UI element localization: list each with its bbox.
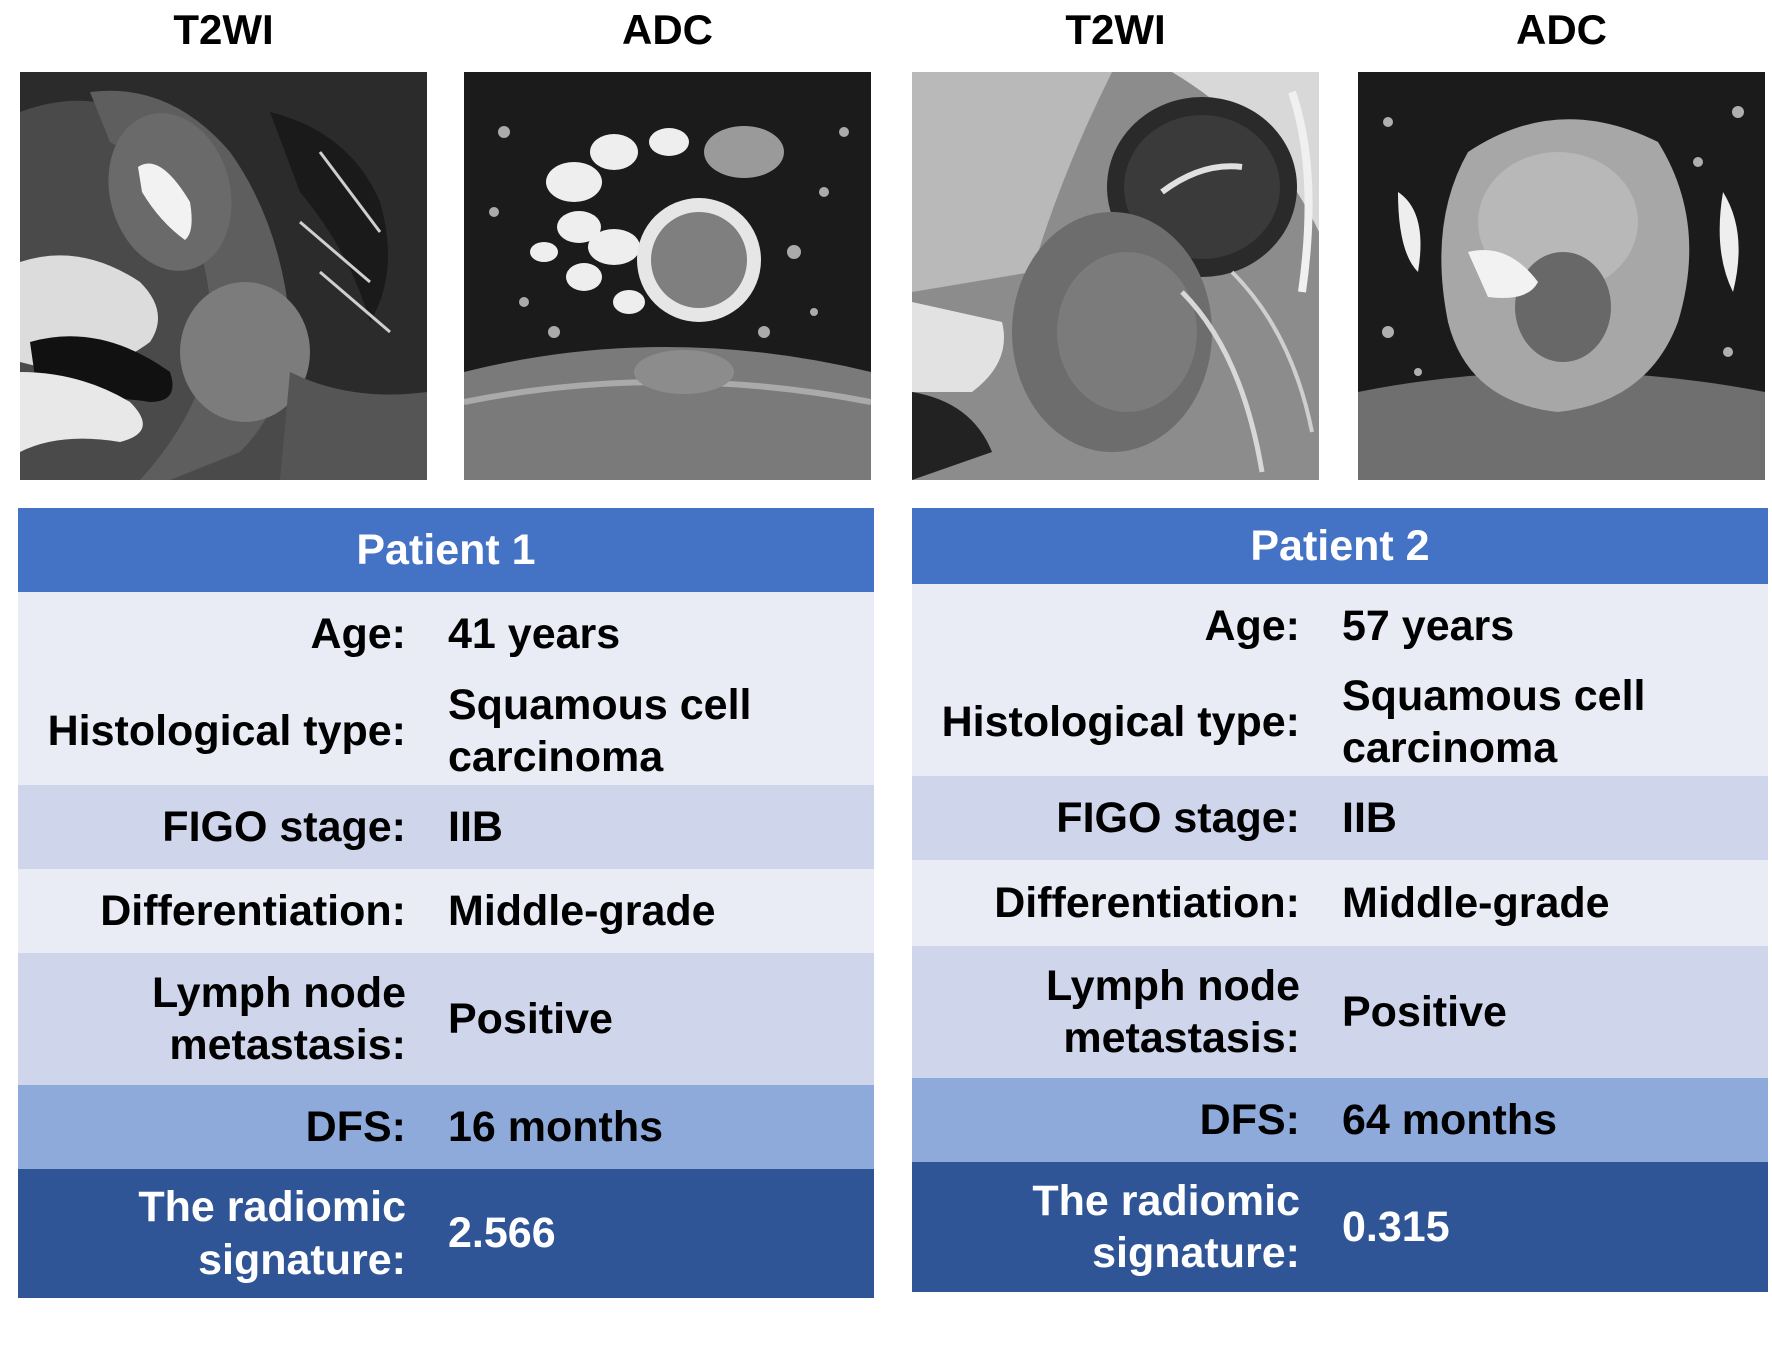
mri-adc-patient-1 [464, 72, 871, 480]
patient-2-row-figo-stage: FIGO stage: IIB [912, 776, 1768, 860]
patient-2-header: Patient 2 [912, 508, 1768, 584]
mri-t2wi-patient-2 [912, 72, 1319, 480]
row-key: Lymph node metastasis: [151, 968, 406, 1069]
row-value: Positive [1342, 987, 1507, 1036]
row-value: Positive [448, 994, 613, 1043]
image-label-adc-1: ADC [622, 6, 713, 53]
patient-2-row-differentiation: Differentiation: Middle-grade [912, 860, 1768, 946]
row-value: 41 years [448, 610, 621, 659]
patient-2-row-radiomic-signature: The radiomic signature: 0.315 [912, 1162, 1768, 1292]
row-key: Age: [310, 610, 406, 659]
mri-t2wi-patient-1 [20, 72, 427, 480]
row-key: FIGO stage: [162, 802, 406, 851]
mri-adc-patient-2 [1358, 72, 1765, 480]
patient-1-table: Patient 1 Age: 41 years Histological typ… [18, 508, 874, 1318]
patient-2-row-dfs: DFS: 64 months [912, 1078, 1768, 1162]
row-key: Age: [1204, 601, 1300, 650]
patient-2-row-histological-type: Histological type: Squamous cell carcino… [912, 668, 1768, 776]
row-key: FIGO stage: [1056, 793, 1300, 842]
row-value: Middle-grade [448, 886, 716, 935]
patient-2-row-lymph-node: Lymph node metastasis: Positive [912, 946, 1768, 1078]
patient-1-row-age: Age: 41 years [18, 592, 874, 677]
row-key: Histological type: [47, 706, 406, 755]
patient-1-row-histological-type: Histological type: Squamous cell carcino… [18, 677, 874, 785]
row-value: IIB [1342, 793, 1397, 842]
row-key: Differentiation: [100, 886, 406, 935]
row-value: 57 years [1342, 601, 1515, 650]
row-key: The radiomic signature: [138, 1183, 406, 1284]
patient-2-table: Patient 2 Age: 57 years Histological typ… [912, 508, 1768, 1310]
patient-1-row-differentiation: Differentiation: Middle-grade [18, 869, 874, 953]
row-key: DFS: [1199, 1095, 1300, 1144]
row-value: 64 months [1342, 1095, 1558, 1144]
row-key: Histological type: [941, 697, 1300, 746]
row-key: Lymph node metastasis: [1045, 961, 1300, 1062]
row-value: Middle-grade [1342, 878, 1610, 927]
row-value: Squamous cell carcinoma [1342, 671, 1646, 772]
patient-1-row-dfs: DFS: 16 months [18, 1085, 874, 1169]
patient-1-row-figo-stage: FIGO stage: IIB [18, 785, 874, 869]
patient-1-row-radiomic-signature: The radiomic signature: 2.566 [18, 1169, 874, 1298]
image-label-adc-2: ADC [1516, 6, 1607, 53]
row-key: The radiomic signature: [1032, 1176, 1300, 1277]
row-value: 0.315 [1342, 1202, 1450, 1251]
row-key: DFS: [305, 1102, 406, 1151]
image-label-t2wi-2: T2WI [1065, 6, 1166, 53]
row-value: 2.566 [448, 1209, 556, 1258]
row-value: IIB [448, 802, 503, 851]
patient-1-row-lymph-node: Lymph node metastasis: Positive [18, 953, 874, 1085]
patient-1-header: Patient 1 [18, 508, 874, 592]
row-value: Squamous cell carcinoma [448, 680, 752, 781]
row-key: Differentiation: [994, 878, 1300, 927]
patient-2-row-age: Age: 57 years [912, 584, 1768, 668]
row-value: 16 months [448, 1102, 664, 1151]
image-label-t2wi-1: T2WI [173, 6, 274, 53]
